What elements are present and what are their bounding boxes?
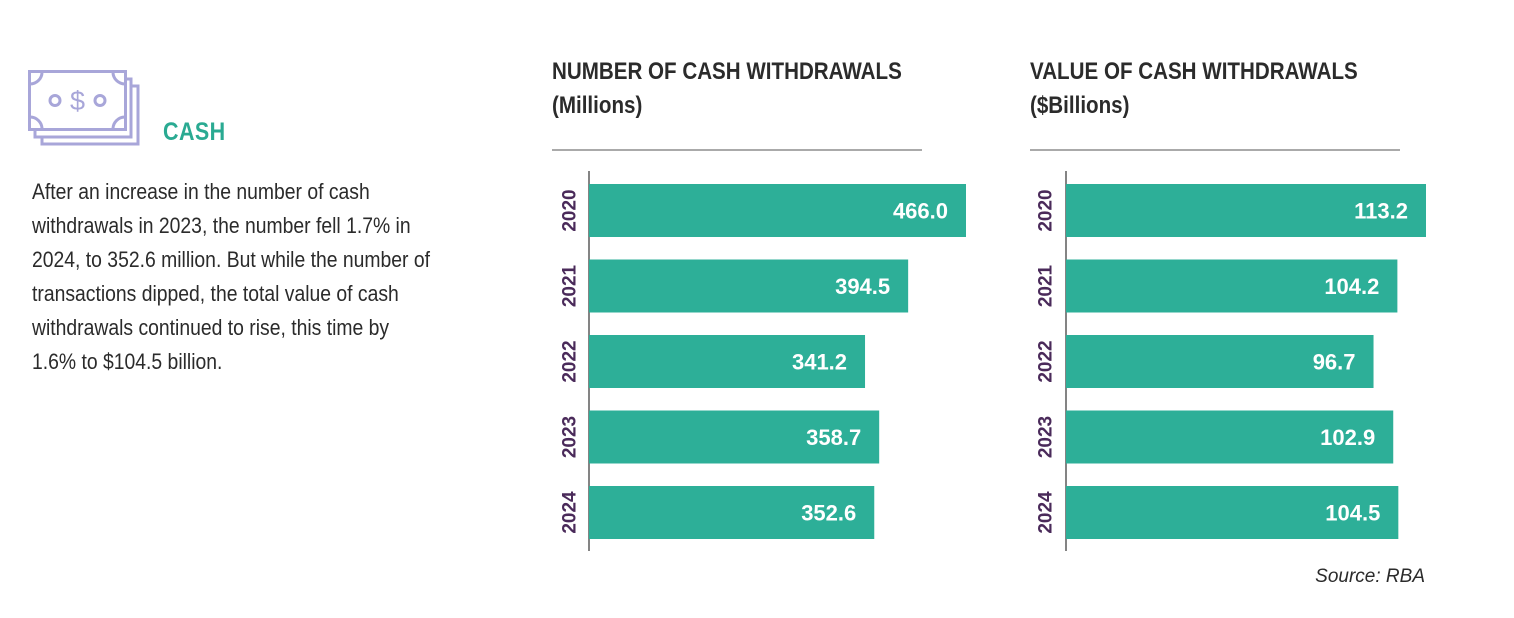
- section-description: After an increase in the number of cash …: [32, 179, 430, 374]
- chart-1-bar-value-label: 341.2: [792, 350, 847, 375]
- chart-1-title-line-1: NUMBER OF CASH WITHDRAWALS: [552, 58, 902, 85]
- chart-1-year-label: 2021: [560, 264, 581, 307]
- chart-1-title-line-2: (Millions): [552, 92, 643, 119]
- chart-2-year-label: 2021: [1036, 264, 1057, 307]
- chart-2-bar-value-label: 104.5: [1325, 501, 1380, 526]
- source-note: Source: RBA: [1315, 566, 1425, 587]
- chart-2-title-line-2: ($Billions): [1030, 92, 1130, 119]
- chart-1-bar: [589, 410, 880, 464]
- chart-2-year-label: 2022: [1036, 340, 1057, 382]
- chart-1-bar: [589, 259, 909, 313]
- chart-2-bar: [1066, 486, 1399, 539]
- section-title: CASH: [163, 118, 226, 146]
- chart-1-bar: [589, 184, 966, 237]
- chart-1-title: NUMBER OF CASH WITHDRAWALS (Millions): [552, 55, 938, 123]
- chart-1-bar: [589, 335, 866, 388]
- chart-1-bar-value-label: 352.6: [801, 501, 856, 526]
- chart-1-year-label: 2024: [560, 491, 581, 534]
- chart-1-year-label: 2020: [560, 189, 581, 231]
- chart-2-bar: [1066, 259, 1398, 313]
- chart-1-bar-value-label: 394.5: [835, 274, 890, 299]
- chart-2-bar-value-label: 96.7: [1313, 350, 1356, 375]
- chart-1-year-label: 2023: [560, 416, 581, 458]
- chart-2-title-line-1: VALUE OF CASH WITHDRAWALS: [1030, 58, 1358, 85]
- chart-2-bar-value-label: 102.9: [1320, 425, 1375, 450]
- chart-2-bar: [1066, 184, 1426, 237]
- chart-1-bar-value-label: 466.0: [893, 199, 948, 224]
- chart-2-bar-value-label: 104.2: [1324, 274, 1379, 299]
- chart-1-bar: [589, 486, 875, 539]
- cash-icon: $: [28, 70, 140, 146]
- chart-2-bar: [1066, 335, 1374, 388]
- chart-2-title: VALUE OF CASH WITHDRAWALS ($Billions): [1030, 55, 1416, 123]
- chart-2-bar-value-label: 113.2: [1354, 199, 1408, 224]
- chart-1-year-label: 2022: [560, 340, 581, 382]
- chart-2-year-label: 2023: [1036, 416, 1057, 458]
- chart-2-year-label: 2024: [1036, 491, 1057, 534]
- chart-2-year-label: 2020: [1036, 189, 1057, 231]
- chart-1-bar-value-label: 358.7: [806, 425, 861, 450]
- svg-text:$: $: [70, 86, 85, 116]
- chart-2-bar: [1066, 410, 1394, 464]
